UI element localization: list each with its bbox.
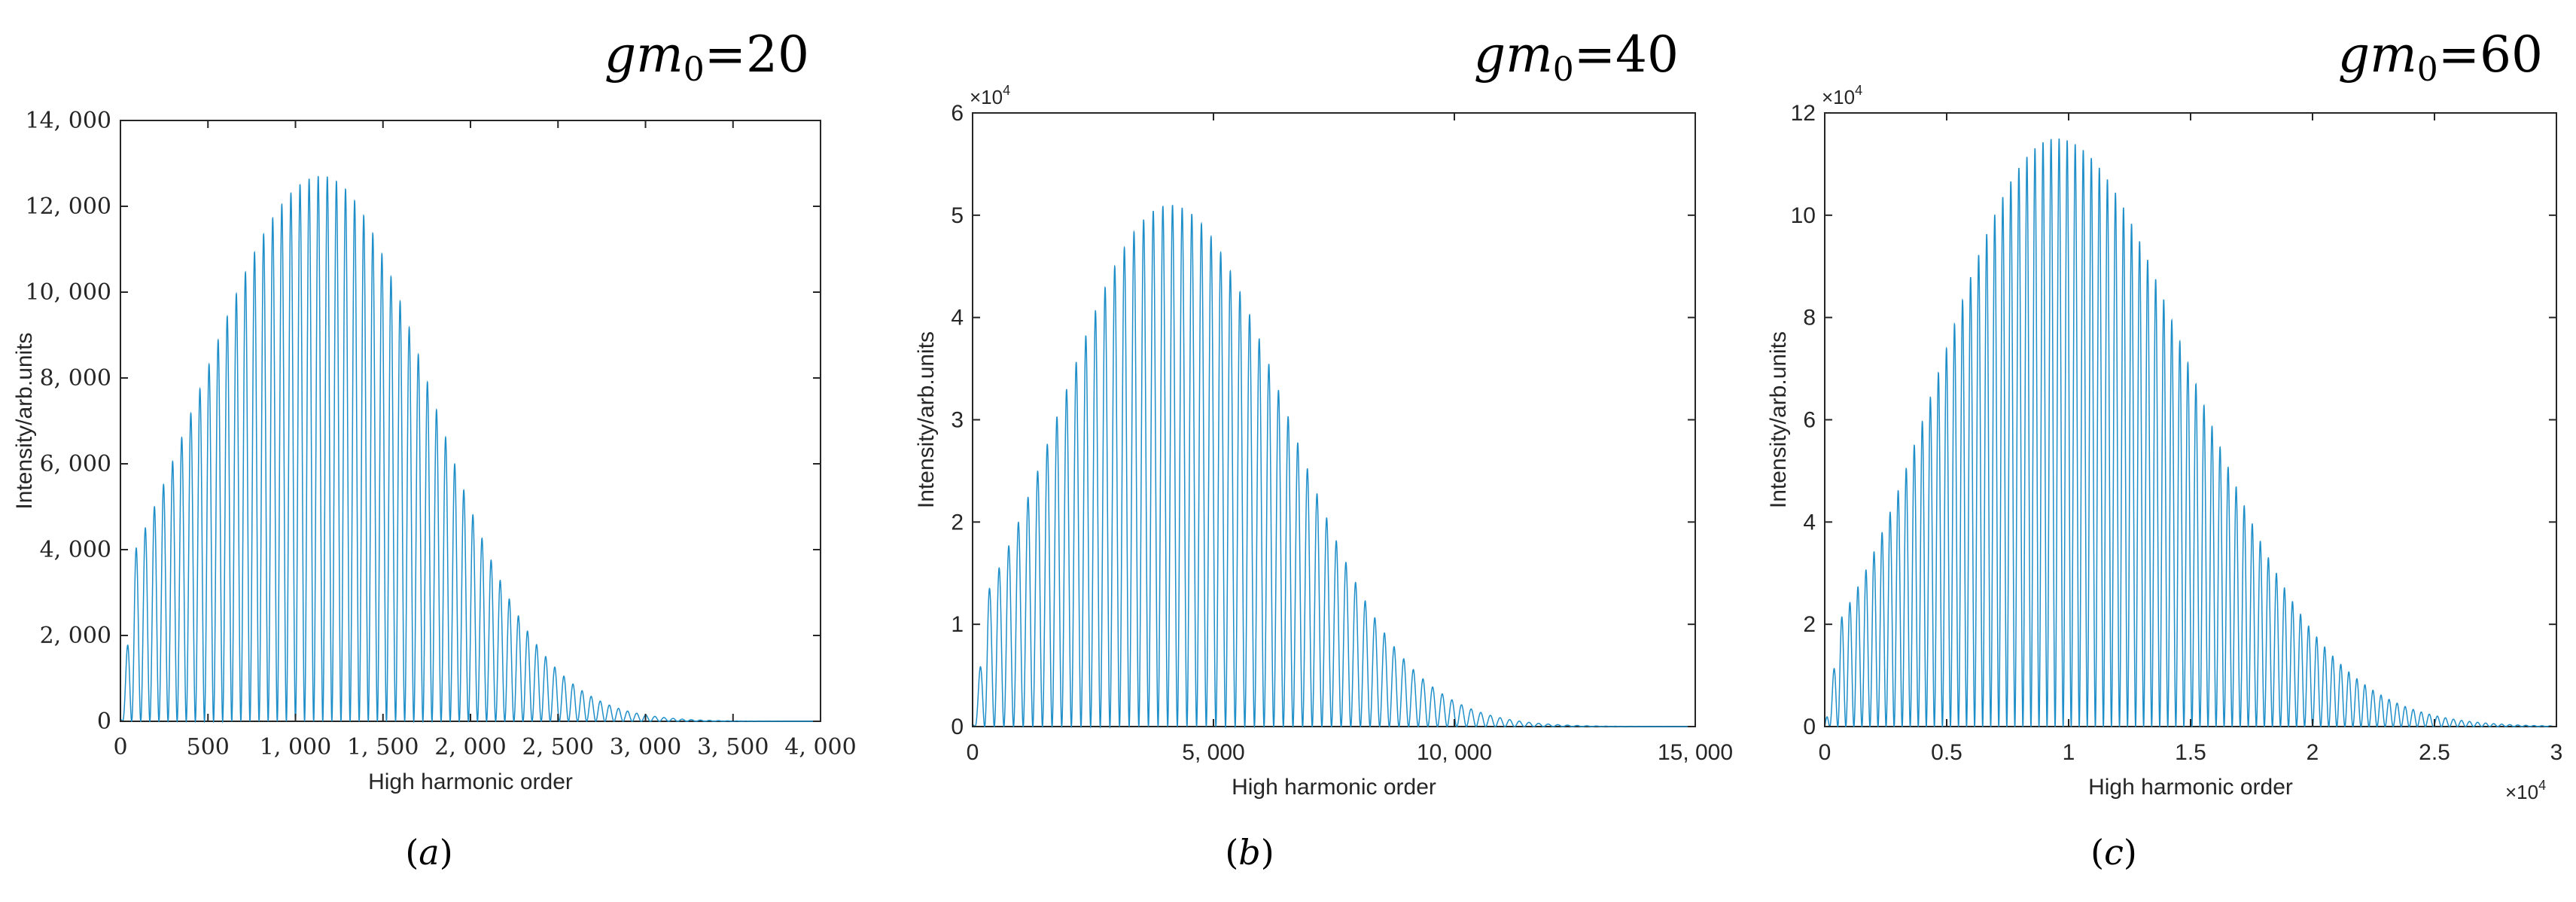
y-multiplier: ×104 <box>1822 83 1862 108</box>
x-tick-label: 0 <box>1819 740 1832 765</box>
x-tick-label: 5, 000 <box>1182 740 1244 765</box>
panel-title: gm0=60 <box>2338 26 2543 89</box>
x-tick-label: 10, 000 <box>1417 740 1492 765</box>
panel-title: gm0=20 <box>604 26 809 89</box>
y-tick-label: 8 <box>1803 306 1816 331</box>
y-tick-label: 2 <box>951 510 964 535</box>
y-tick-label: 12, 000 <box>25 194 111 220</box>
y-tick-label: 0 <box>97 708 111 735</box>
y-tick-label: 10, 000 <box>25 279 111 306</box>
y-axis-label: Intensity/arb.units <box>914 331 939 508</box>
panel-b: 0 5, 000 10, 000 15, 000 0 1 2 3 4 5 6 High harmoni… <box>914 26 1733 873</box>
x-tick-label: 3, 500 <box>697 734 769 760</box>
x-tick-label: 500 <box>187 734 230 760</box>
y-tick-label: 4, 000 <box>40 537 111 563</box>
x-tick-label: 0.5 <box>1931 740 1962 765</box>
y-tick-label: 0 <box>1803 715 1816 739</box>
panel-c: 0 0.5 1 1.5 2 2.5 3 0 2 4 6 8 10 12 High harmonic orde… <box>1766 26 2562 873</box>
panel-caption: (c) <box>2090 832 2137 873</box>
x-tick-label: 1 <box>2063 740 2075 765</box>
y-tick-label: 6, 000 <box>40 451 111 477</box>
x-tick-label: 2, 500 <box>522 734 594 760</box>
x-tick-label: 1.5 <box>2175 740 2206 765</box>
x-axis-label: High harmonic order <box>368 769 573 794</box>
x-axis-label: High harmonic order <box>1232 775 1436 800</box>
x-tick-label: 15, 000 <box>1658 740 1733 765</box>
spectrum-line <box>120 175 821 724</box>
y-tick-label: 4 <box>951 306 964 331</box>
y-axis-label: Intensity/arb.units <box>1766 331 1791 508</box>
y-tick-label: 2 <box>1803 612 1816 637</box>
x-tick-label: 3 <box>2550 740 2563 765</box>
panel-caption: (a) <box>405 832 452 873</box>
y-multiplier: ×104 <box>970 83 1010 108</box>
x-tick-label: 0 <box>113 734 127 760</box>
x-axis-label: High harmonic order <box>2088 775 2293 800</box>
x-tick-label: 2.5 <box>2419 740 2450 765</box>
panel-title: gm0=40 <box>1474 26 1679 89</box>
y-tick-label: 12 <box>1791 101 1816 126</box>
x-tick-label: 2 <box>2307 740 2319 765</box>
y-tick-label: 2, 000 <box>40 623 111 649</box>
x-tick-label: 3, 000 <box>610 734 681 760</box>
y-tick-label: 1 <box>951 612 964 637</box>
x-multiplier: ×104 <box>2505 778 2546 803</box>
spectrum-line <box>972 205 1695 729</box>
x-tick-label: 4, 000 <box>784 734 856 760</box>
y-tick-label: 4 <box>1803 510 1816 535</box>
y-tick-label: 5 <box>951 203 964 228</box>
y-axis-label: Intensity/arb.units <box>12 332 37 509</box>
y-tick-label: 3 <box>951 408 964 433</box>
panel-caption: (b) <box>1225 832 1274 873</box>
x-tick-label: 0 <box>967 740 979 765</box>
panel-a: 0 500 1, 000 1, 500 2, 000 2, 500 3, 000 3, 500… <box>12 26 857 873</box>
y-tick-label: 6 <box>1803 408 1816 433</box>
x-tick-label: 2, 000 <box>434 734 506 760</box>
y-tick-label: 0 <box>951 715 964 739</box>
y-tick-label: 10 <box>1791 203 1816 228</box>
y-tick-label: 14, 000 <box>25 108 111 134</box>
x-tick-label: 1, 000 <box>260 734 331 760</box>
y-tick-label: 6 <box>951 101 964 126</box>
y-tick-label: 8, 000 <box>40 365 111 392</box>
x-tick-label: 1, 500 <box>347 734 419 760</box>
